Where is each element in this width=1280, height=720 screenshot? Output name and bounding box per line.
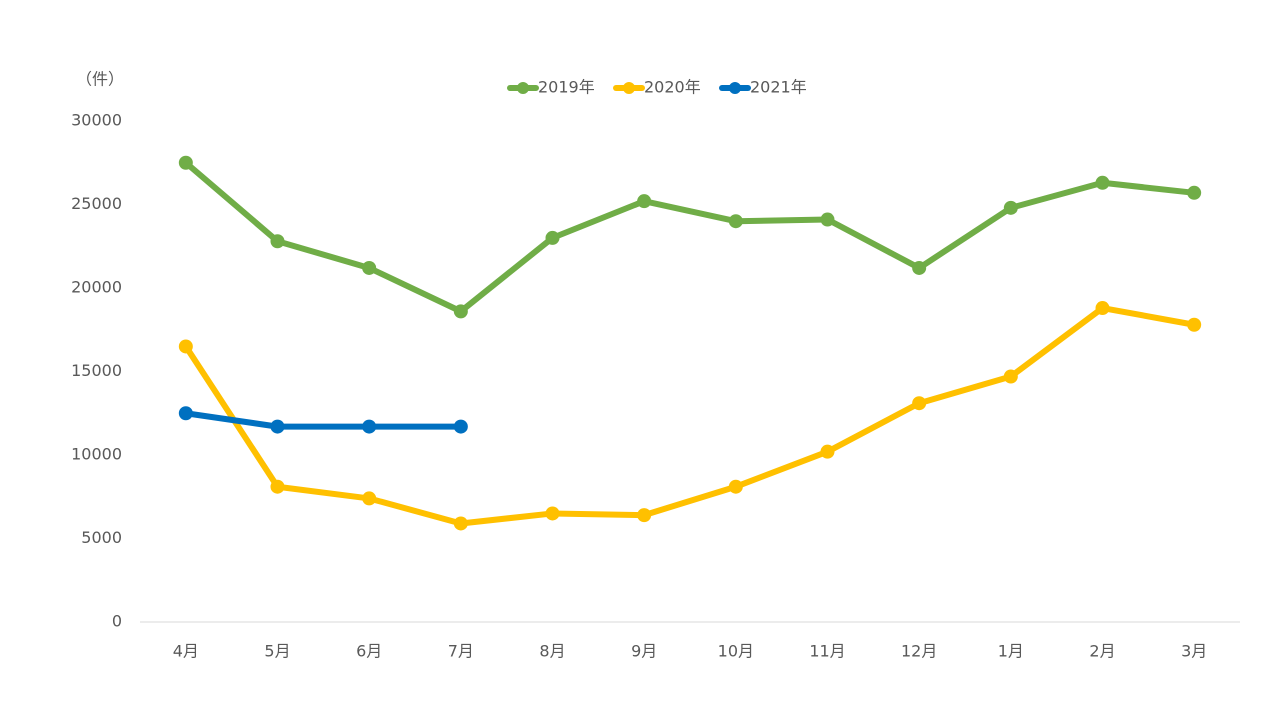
y-tick-label: 15000 [71, 361, 122, 380]
data-point [270, 479, 285, 494]
x-tick-label: 3月 [1181, 642, 1207, 661]
y-tick-label: 25000 [71, 194, 122, 213]
legend-marker [623, 82, 635, 94]
data-point [1003, 369, 1018, 384]
data-point [178, 155, 193, 170]
y-tick-label: 30000 [71, 111, 122, 130]
data-point [270, 419, 285, 434]
data-point [728, 479, 743, 494]
x-tick-label: 1月 [998, 642, 1024, 661]
y-tick-label: 0 [112, 612, 122, 631]
legend-marker [729, 82, 741, 94]
x-tick-label: 6月 [356, 642, 382, 661]
x-tick-label: 9月 [631, 642, 657, 661]
data-point [362, 491, 377, 506]
data-point [1187, 317, 1202, 332]
data-point [178, 339, 193, 354]
data-point [820, 444, 835, 459]
data-point [453, 516, 468, 531]
x-tick-label: 7月 [448, 642, 474, 661]
series-line [183, 305, 1195, 527]
x-tick-label: 12月 [901, 642, 937, 661]
data-point [912, 260, 927, 275]
x-tick-label: 11月 [809, 642, 845, 661]
x-tick-label: 10月 [718, 642, 754, 661]
x-tick-label: 5月 [264, 642, 290, 661]
y-tick-label: 20000 [71, 278, 122, 297]
data-point [453, 419, 468, 434]
x-tick-label: 2月 [1089, 642, 1115, 661]
data-point [1187, 185, 1202, 200]
data-point [178, 406, 193, 421]
data-point [453, 304, 468, 319]
data-point [1003, 200, 1018, 215]
data-point [637, 194, 652, 209]
data-point [1095, 175, 1110, 190]
y-tick-label: 5000 [81, 528, 122, 547]
data-point [362, 260, 377, 275]
series-line [183, 160, 1195, 315]
data-point [637, 508, 652, 523]
y-tick-label: 10000 [71, 445, 122, 464]
legend-label: 2019年 [538, 78, 595, 97]
x-tick-label: 8月 [539, 642, 565, 661]
y-axis-label: （件） [76, 70, 124, 89]
data-point [545, 506, 560, 521]
data-point [545, 230, 560, 245]
legend-marker [517, 82, 529, 94]
legend-label: 2020年 [644, 78, 701, 97]
legend-label: 2021年 [750, 78, 807, 97]
data-point [912, 396, 927, 411]
data-point [728, 214, 743, 229]
data-point [1095, 301, 1110, 316]
x-tick-label: 4月 [173, 642, 199, 661]
data-point [362, 419, 377, 434]
data-point [820, 212, 835, 227]
series-line [185, 410, 461, 430]
data-point [270, 234, 285, 249]
